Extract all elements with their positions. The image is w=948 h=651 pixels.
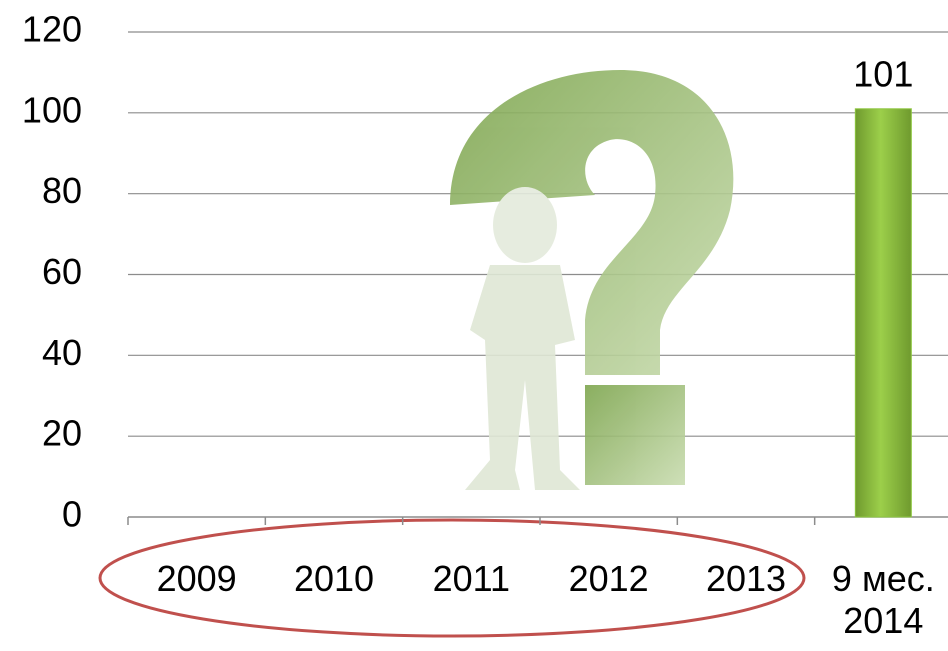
- data-label: 101: [853, 53, 913, 94]
- y-tick-label: 40: [42, 332, 82, 373]
- y-tick-label: 80: [42, 170, 82, 211]
- figure-head: [493, 187, 557, 263]
- figure-body: [465, 265, 580, 490]
- x-tick-label: 2009: [124, 558, 269, 600]
- chart: 0 20 40 60 80 100 120 101 200920102011201220139…: [0, 0, 948, 651]
- y-tick-label: 0: [62, 494, 82, 535]
- x-tick-label: 2012: [536, 558, 681, 600]
- y-tick-label: 20: [42, 413, 82, 454]
- x-tick-label: 9 мес. 2014: [811, 558, 948, 642]
- y-tick-label: 120: [22, 9, 82, 50]
- question-dot: [585, 385, 685, 485]
- x-tick-label: 2011: [399, 558, 544, 600]
- bar: [855, 109, 911, 517]
- x-tick-label: 2013: [673, 558, 818, 600]
- question-illustration: [450, 70, 733, 490]
- chart-canvas: 0 20 40 60 80 100 120 101: [0, 0, 948, 651]
- y-tick-label: 60: [42, 251, 82, 292]
- y-tick-label: 100: [22, 89, 82, 130]
- x-tick-label: 2010: [261, 558, 406, 600]
